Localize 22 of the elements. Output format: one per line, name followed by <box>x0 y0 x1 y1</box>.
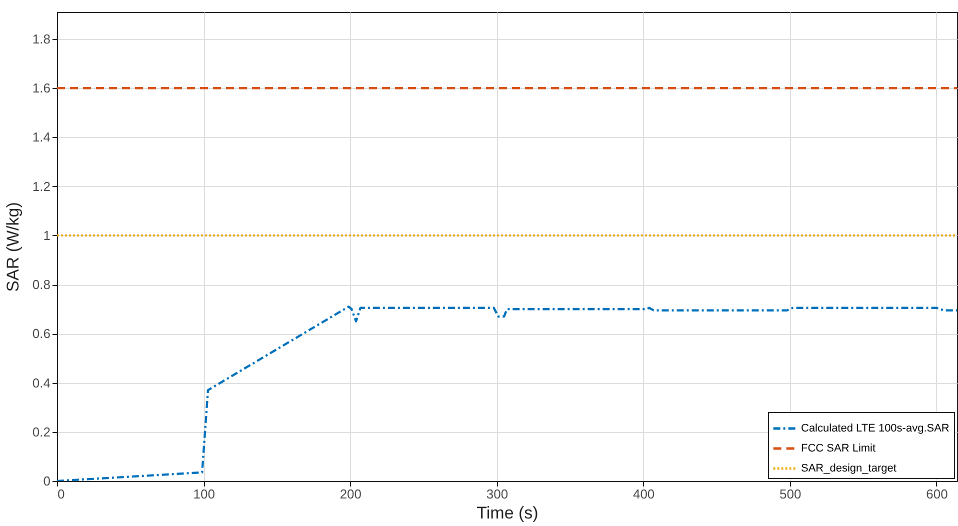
y-tick-label: 1.4 <box>32 130 50 145</box>
y-tick-label: 1 <box>43 228 50 243</box>
x-tick-label: 100 <box>193 486 215 502</box>
legend-label: FCC SAR Limit <box>801 442 876 454</box>
y-tick-label: 0.8 <box>32 277 50 292</box>
x-tick-label: 200 <box>340 486 362 502</box>
x-axis-title: Time (s) <box>476 504 538 522</box>
y-tick-label: 0 <box>43 474 50 488</box>
x-tick-label: 400 <box>632 486 655 502</box>
y-tick-label: 0.6 <box>32 326 50 342</box>
legend-label: SAR_design_target <box>801 462 896 474</box>
y-tick-label: 0.4 <box>32 375 50 390</box>
y-tick-label: 1.2 <box>32 178 50 194</box>
y-tick-label: 1.8 <box>32 32 50 47</box>
x-tick-label: 500 <box>780 486 802 502</box>
x-tick-label: 300 <box>486 486 508 502</box>
x-tick-label: 600 <box>926 486 948 502</box>
y-axis-title: SAR (W/kg) <box>3 202 22 292</box>
y-tick-label: 0.2 <box>32 424 50 440</box>
x-tick-label: 0 <box>58 486 65 502</box>
y-tick-label: 1.6 <box>32 80 50 96</box>
legend-label: Calculated LTE 100s-avg.SAR <box>801 422 950 434</box>
